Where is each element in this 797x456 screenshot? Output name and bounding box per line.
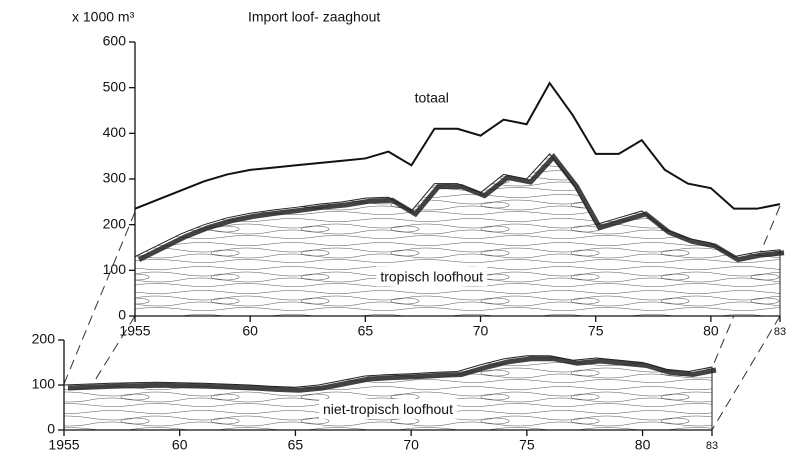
y-tick-label: 200	[32, 331, 56, 347]
y-tick-label: 400	[103, 124, 127, 140]
y-tick-label: 0	[118, 307, 126, 323]
x-tick-label: 80	[635, 437, 651, 453]
series-label: totaal	[415, 89, 449, 105]
y-tick-label: 100	[103, 261, 127, 277]
x-tick-label: 1955	[119, 323, 150, 339]
y-tick-label: 500	[103, 78, 127, 94]
y-tick-label: 100	[32, 376, 56, 392]
x-tick-label: 83	[774, 326, 786, 338]
area	[135, 154, 780, 316]
x-tick-label: 65	[358, 323, 374, 339]
x-tick-label: 70	[473, 323, 489, 339]
y-tick-label: 600	[103, 33, 127, 49]
x-tick-label: 75	[588, 323, 604, 339]
x-tick-label: 70	[403, 437, 419, 453]
chart: Import loof- zaaghout x 1000 m³ tropisch…	[0, 0, 797, 456]
chart-title: Import loof- zaaghout	[248, 9, 380, 25]
y-tick-label: 300	[103, 170, 127, 186]
x-tick-label: 60	[242, 323, 258, 339]
x-tick-label: 65	[288, 437, 304, 453]
x-tick-label: 83	[706, 440, 718, 452]
series-label: niet-tropisch loofhout	[323, 401, 453, 417]
series-label: tropisch loofhout	[380, 268, 483, 284]
y-tick-label: 0	[47, 421, 55, 437]
y-axis-label: x 1000 m³	[72, 9, 135, 25]
x-tick-label: 80	[703, 323, 719, 339]
y-tick-label: 200	[103, 215, 127, 231]
x-tick-label: 60	[172, 437, 188, 453]
x-tick-label: 1955	[48, 437, 79, 453]
x-tick-label: 75	[519, 437, 535, 453]
